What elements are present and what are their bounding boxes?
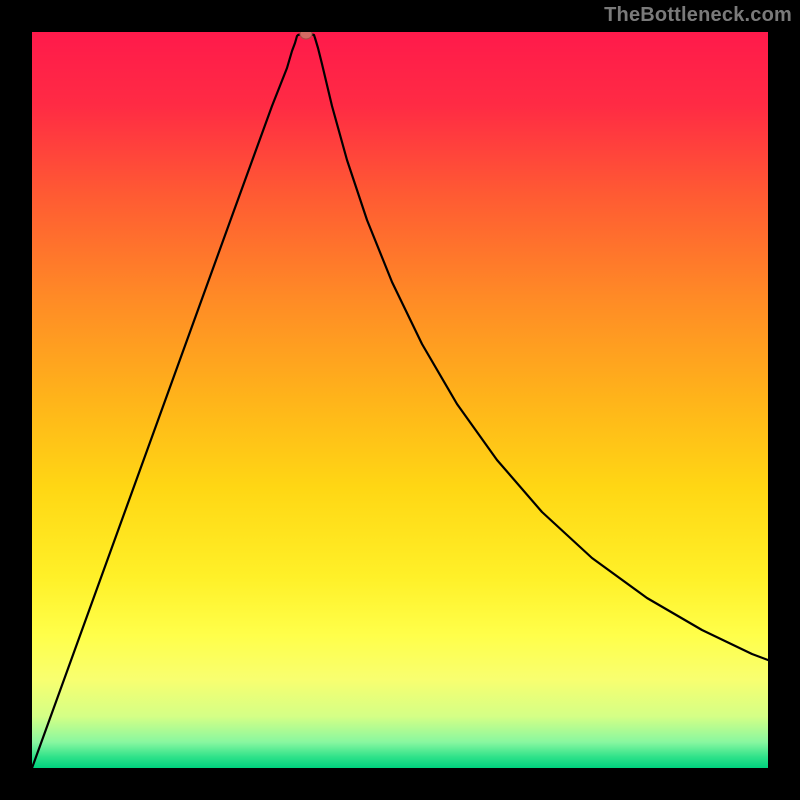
watermark-text: TheBottleneck.com [604, 4, 792, 27]
chart-container: TheBottleneck.com [0, 0, 800, 800]
plot-area [32, 32, 768, 768]
